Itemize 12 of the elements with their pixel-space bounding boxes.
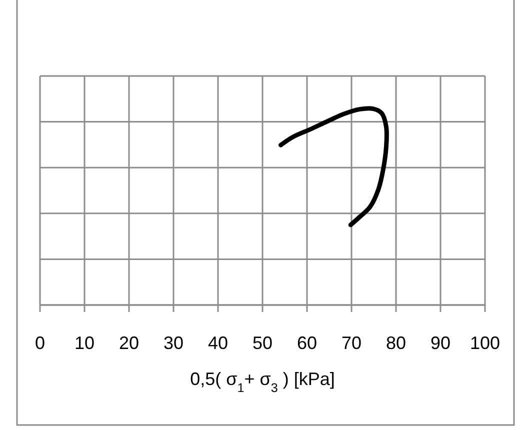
x-tick-label: 100 [470,333,500,353]
x-tick-label: 20 [118,333,140,353]
x-tick-label: 70 [341,333,362,353]
x-axis-title: 0,5( σ$_{1}$+ σ$_{3}$ ) [kPa] [190,369,335,395]
x-tick-label: 60 [296,333,318,353]
x-tick-label: 80 [386,333,406,353]
x-tick-label: 30 [163,333,184,353]
x-tick-label: 10 [74,333,95,353]
x-tick-label: 0 [34,333,46,353]
x-tick-label: 40 [208,333,228,353]
x-tick-label: 50 [252,333,273,353]
x-tick-label: 90 [430,333,451,353]
